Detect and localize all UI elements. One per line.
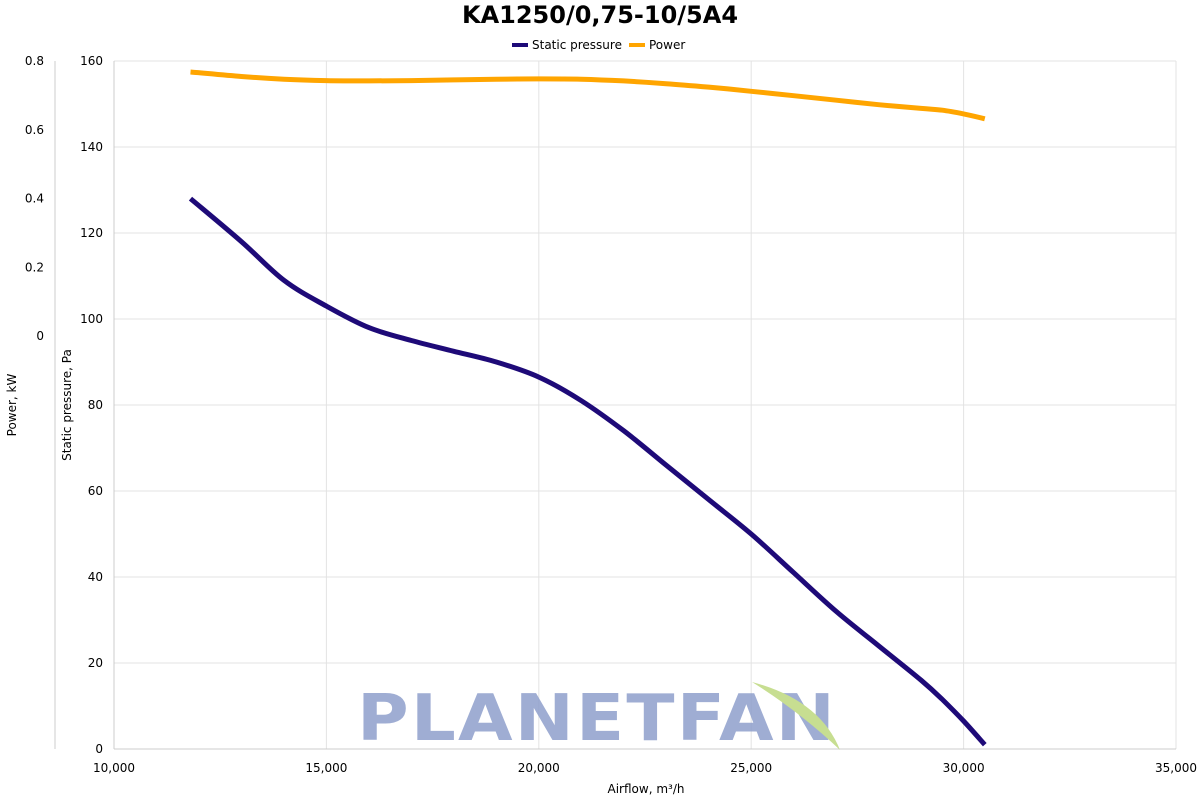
y-tick-label-power: 0.8 (25, 54, 44, 68)
chart-title: KA1250/0,75-10/5A4 (462, 1, 738, 29)
y-tick-label-pressure: 60 (88, 484, 103, 498)
y-tick-label-power: 0.2 (25, 260, 44, 274)
x-tick-label: 10,000 (93, 761, 135, 775)
y-axis-title-pressure: Static pressure, Pa (60, 349, 74, 461)
y-tick-label-pressure: 160 (80, 54, 103, 68)
legend-label-static-pressure: Static pressure (532, 38, 622, 52)
y-tick-label-pressure: 120 (80, 226, 103, 240)
legend-label-power: Power (649, 38, 685, 52)
y-tick-label-pressure: 20 (88, 656, 103, 670)
y-tick-label-pressure: 40 (88, 570, 103, 584)
x-axis-title: Airflow, m³/h (608, 782, 685, 796)
x-tick-label: 20,000 (518, 761, 560, 775)
logo-text: PLANETFAN (357, 682, 837, 756)
legend: Static pressure Power (512, 38, 685, 52)
y-tick-label-power: 0.4 (25, 192, 44, 206)
y-tick-label-power: 0.6 (25, 123, 44, 137)
x-tick-label: 35,000 (1155, 761, 1197, 775)
x-tick-label: 25,000 (730, 761, 772, 775)
series-line-power (190, 69, 986, 122)
y-tick-label-pressure: 140 (80, 140, 103, 154)
series-layer (188, 69, 987, 747)
x-tick-label: 15,000 (305, 761, 347, 775)
y-tick-label-pressure: 100 (80, 312, 103, 326)
axes: 0 20 40 60 80 100 120 140 160 10,000 15,000 20,000 2… (25, 54, 1197, 775)
series-line-static-pressure (188, 196, 987, 747)
y-tick-label-pressure: 0 (95, 742, 103, 756)
planetfan-logo: PLANETFAN (357, 682, 840, 756)
x-tick-label: 30,000 (943, 761, 985, 775)
y-axis-title-power: Power, kW (5, 374, 19, 437)
y-tick-label-power: 0 (36, 329, 44, 343)
grid (113, 60, 1177, 750)
y-tick-label-pressure: 80 (88, 398, 103, 412)
